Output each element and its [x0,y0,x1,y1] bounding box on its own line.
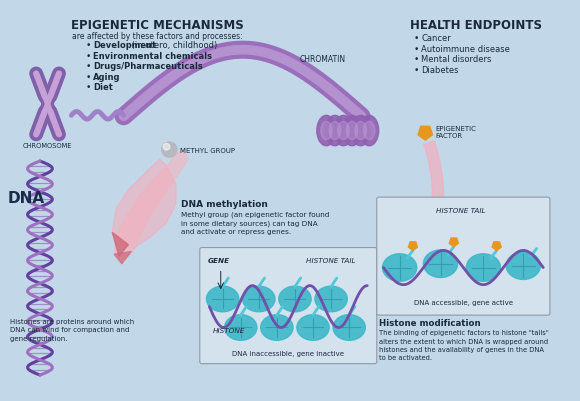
Ellipse shape [338,122,349,140]
Ellipse shape [321,122,332,140]
Text: Histone modification: Histone modification [379,318,480,327]
Ellipse shape [260,315,293,340]
Ellipse shape [506,252,541,280]
Ellipse shape [343,116,361,146]
Ellipse shape [206,286,239,312]
Text: GENE: GENE [208,257,230,263]
Text: •: • [86,41,91,50]
Polygon shape [113,233,128,257]
Text: Methyl group (an epigenetic factor found
in some dietary sources) can tag DNA
an: Methyl group (an epigenetic factor found… [181,211,329,235]
Ellipse shape [351,116,370,146]
Polygon shape [114,152,188,261]
Text: •: • [414,55,419,64]
Ellipse shape [224,315,257,340]
Text: HISTONE TAIL: HISTONE TAIL [306,257,356,263]
Text: (in utero, childhood): (in utero, childhood) [129,41,218,50]
Text: Diet: Diet [93,83,113,92]
Text: EPIGENETIC MECHANISMS: EPIGENETIC MECHANISMS [71,19,244,32]
Polygon shape [450,239,458,247]
Ellipse shape [279,286,311,312]
Text: •: • [86,72,91,81]
Text: DNA accessible, gene active: DNA accessible, gene active [414,299,513,305]
Ellipse shape [325,116,345,146]
Text: Environmental chemicals: Environmental chemicals [93,51,212,61]
Text: Mental disorders: Mental disorders [422,55,492,64]
Text: CHROMOSOME: CHROMOSOME [23,143,72,149]
FancyArrowPatch shape [424,142,444,235]
Polygon shape [114,252,131,264]
Ellipse shape [355,122,367,140]
Text: are affected by these factors and processes:: are affected by these factors and proces… [72,32,242,41]
Ellipse shape [317,116,336,146]
Polygon shape [113,160,176,249]
FancyBboxPatch shape [200,248,377,364]
Ellipse shape [297,315,329,340]
Text: Drugs/Pharmaceuticals: Drugs/Pharmaceuticals [93,62,203,71]
Text: •: • [414,34,419,43]
Polygon shape [418,127,433,141]
Ellipse shape [242,286,275,312]
Ellipse shape [423,250,458,278]
Ellipse shape [360,116,379,146]
Polygon shape [408,242,418,251]
FancyBboxPatch shape [377,198,550,315]
Ellipse shape [466,254,501,282]
Text: •: • [86,83,91,92]
Circle shape [163,144,170,151]
Ellipse shape [334,116,353,146]
Text: Cancer: Cancer [422,34,451,43]
Ellipse shape [315,286,347,312]
Text: Aging: Aging [93,72,121,81]
Text: HISTONE: HISTONE [213,328,245,334]
Ellipse shape [364,122,375,140]
Circle shape [162,143,177,158]
Polygon shape [492,242,501,251]
Text: CHROMATIN: CHROMATIN [300,55,346,64]
Ellipse shape [346,122,358,140]
Text: •: • [414,66,419,75]
Text: Diabetes: Diabetes [422,66,459,75]
Text: •: • [86,62,91,71]
Ellipse shape [329,122,340,140]
Text: DNA: DNA [8,190,45,205]
Text: Autoimmune disease: Autoimmune disease [422,45,510,54]
Text: •: • [86,51,91,61]
Text: •: • [414,45,419,54]
Text: Histones are proteins around which
DNA can wind for compaction and
gene regulati: Histones are proteins around which DNA c… [9,318,134,341]
Text: HEALTH ENDPOINTS: HEALTH ENDPOINTS [409,19,542,32]
Text: DNA methylation: DNA methylation [181,200,267,209]
Text: METHYL GROUP: METHYL GROUP [180,147,235,153]
Ellipse shape [333,315,365,340]
Ellipse shape [382,254,417,282]
Text: HISTONE TAIL: HISTONE TAIL [436,207,485,213]
Text: Development: Development [93,41,157,50]
Text: The binding of epigenetic factors to histone "tails"
alters the extent to which : The binding of epigenetic factors to his… [379,330,549,360]
Text: EPIGENETIC
FACTOR: EPIGENETIC FACTOR [436,126,477,139]
Text: DNA inaccessible, gene inactive: DNA inaccessible, gene inactive [232,350,345,356]
